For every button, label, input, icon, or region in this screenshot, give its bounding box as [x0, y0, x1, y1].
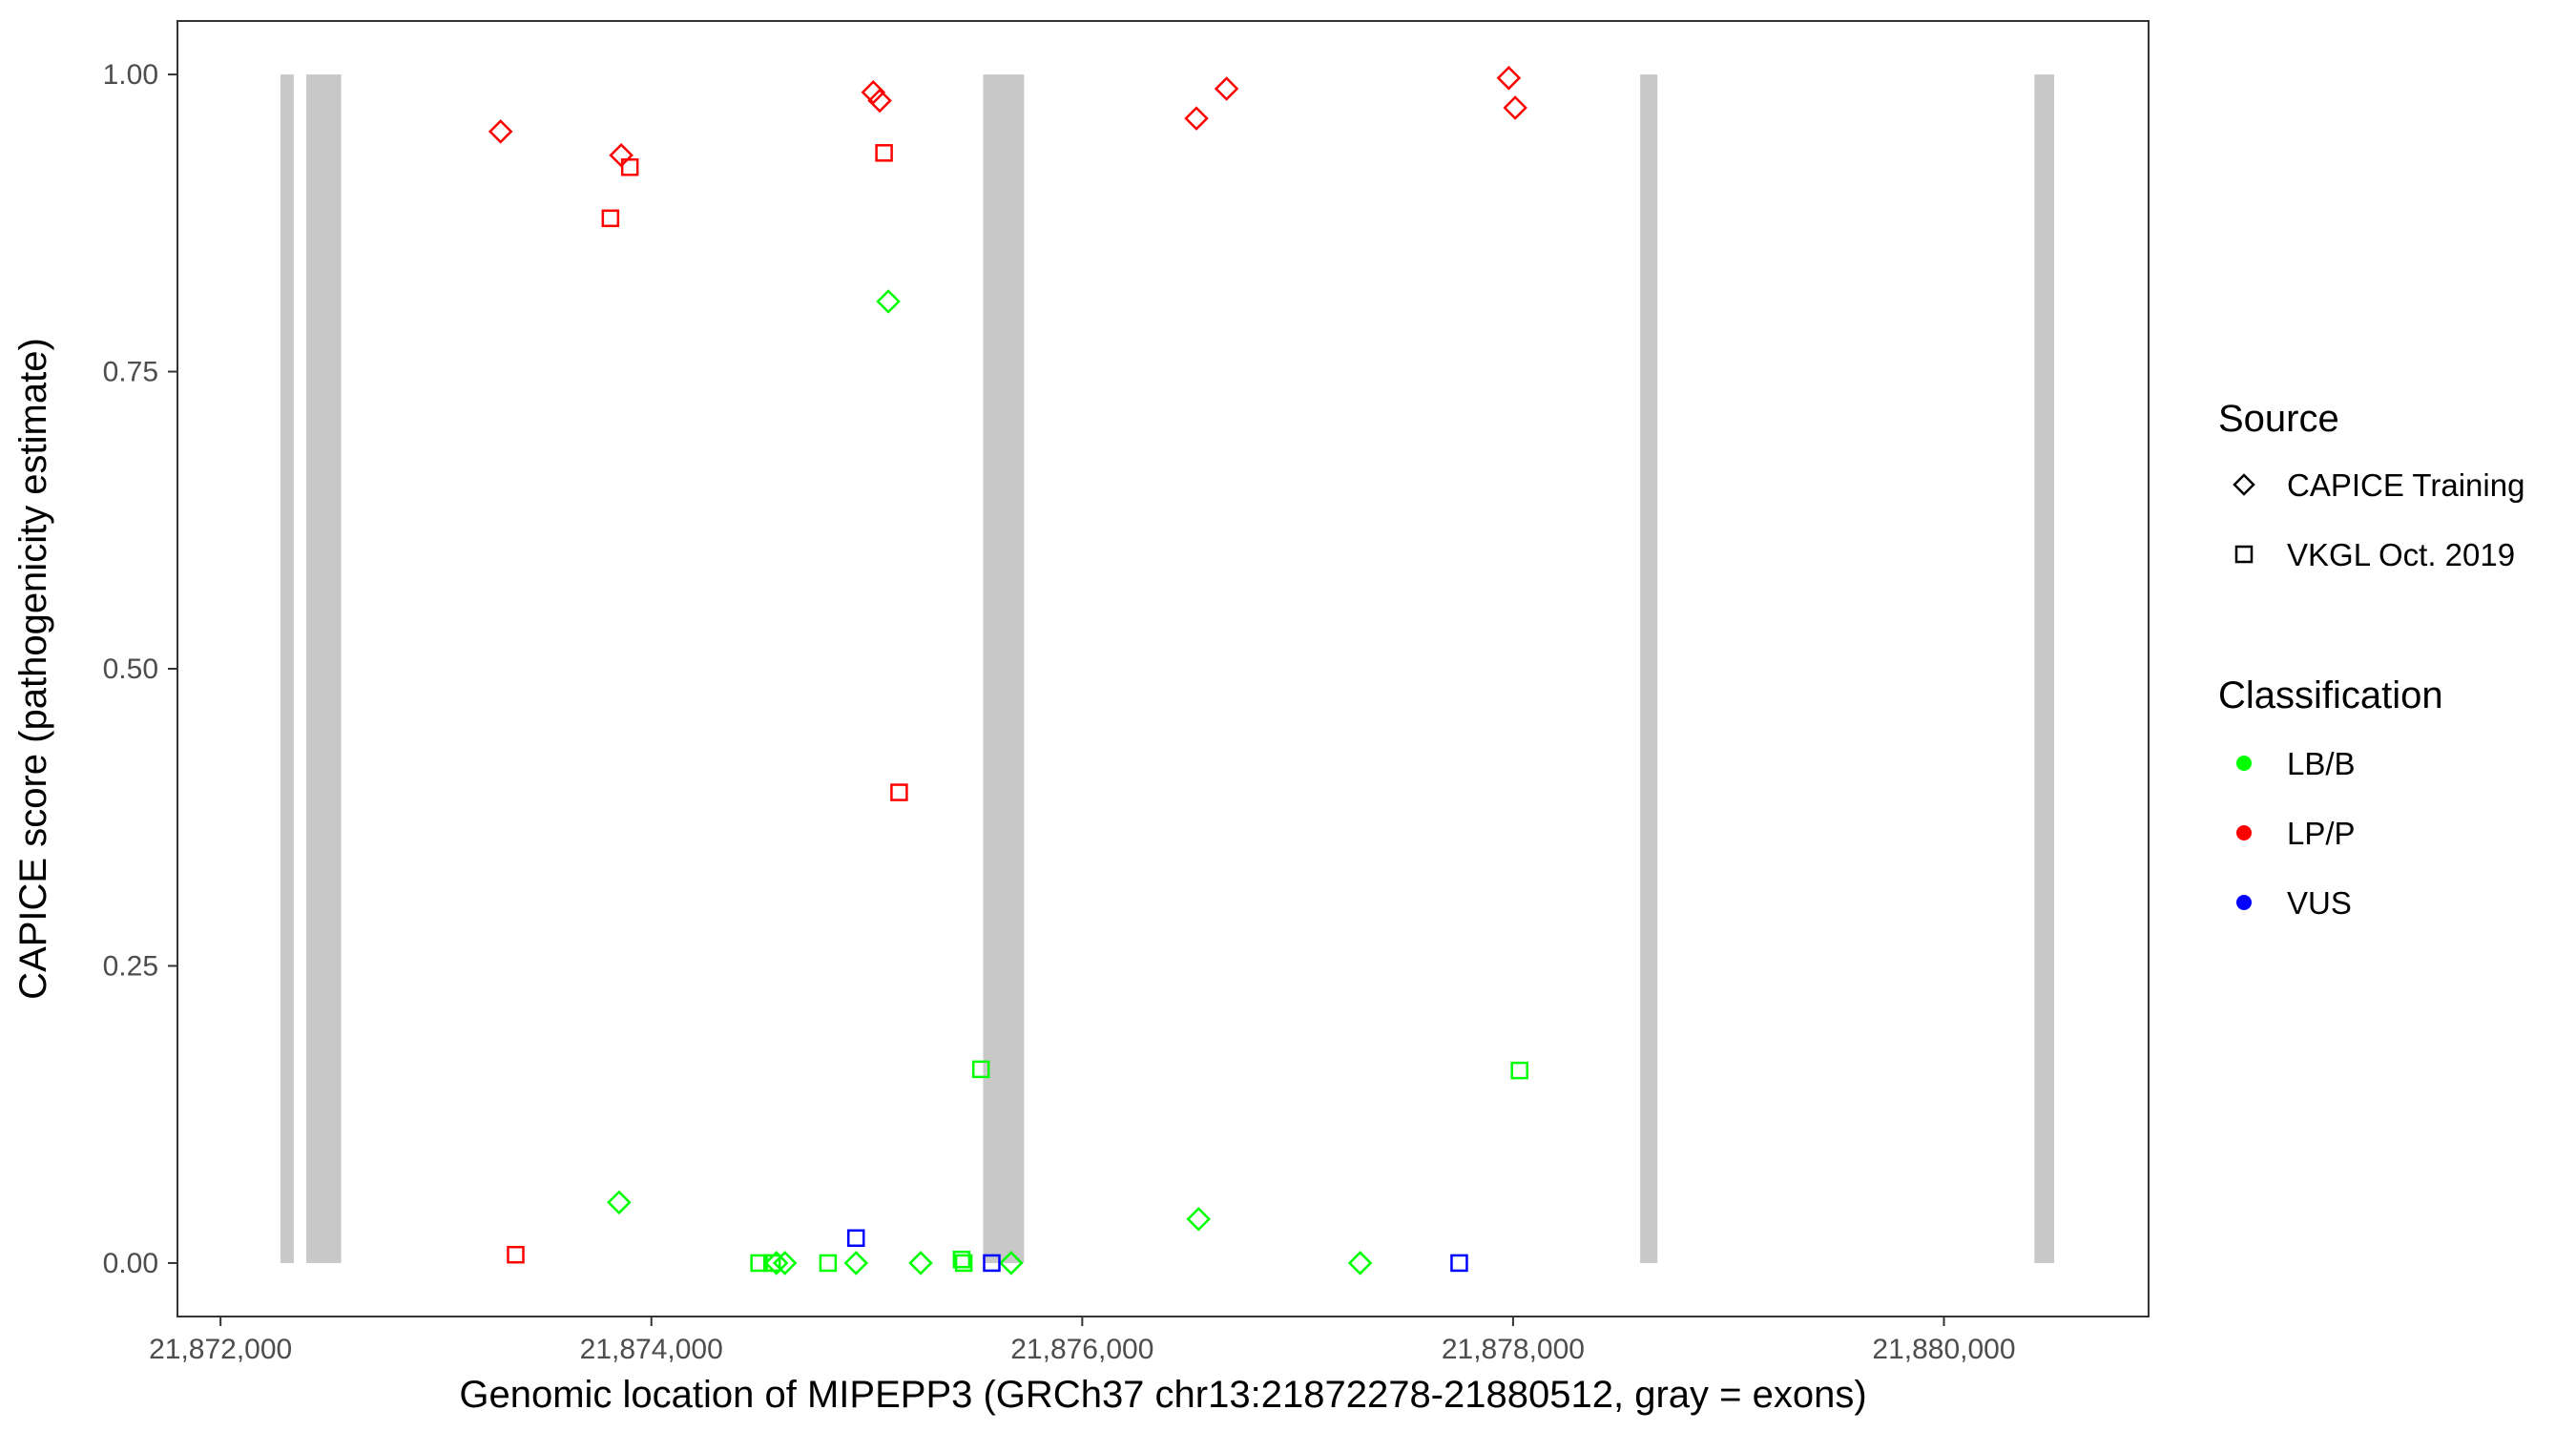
- data-point-square: [952, 1250, 971, 1269]
- exon-band: [280, 74, 294, 1263]
- exon-band: [983, 74, 1025, 1263]
- data-point-diamond: [1214, 76, 1239, 101]
- legend-key-dot: [2236, 756, 2252, 771]
- data-point-diamond: [867, 88, 892, 114]
- legend-classification-label: LP/P: [2287, 816, 2356, 851]
- data-point-square: [890, 783, 908, 801]
- data-point-diamond: [1347, 1251, 1373, 1275]
- x-tick-label: 21,880,000: [1872, 1334, 2015, 1365]
- data-point-square: [983, 1254, 1001, 1273]
- data-point-square: [601, 209, 620, 228]
- legend: Source Classification CAPICE Training VKG…: [2218, 398, 2524, 921]
- legend-classification-label: LB/B: [2287, 746, 2356, 781]
- axes: 21,872,000 21,874,000 21,876,000 21,878,000…: [103, 59, 2016, 1365]
- data-point-diamond: [1186, 1207, 1212, 1232]
- data-point-diamond: [999, 1251, 1024, 1275]
- data-point-square: [507, 1245, 525, 1264]
- data-point-diamond: [908, 1251, 933, 1275]
- data-point-square: [971, 1060, 990, 1079]
- data-point-diamond: [607, 1190, 632, 1215]
- legend-key-diamond: [2233, 473, 2255, 496]
- data-point-diamond: [1184, 106, 1209, 131]
- exon-band: [2034, 74, 2055, 1263]
- x-tick-label: 21,878,000: [1442, 1334, 1585, 1365]
- legend-source-label: CAPICE Training: [2287, 467, 2524, 503]
- data-point-diamond: [763, 1251, 789, 1275]
- data-point-square: [620, 157, 639, 176]
- x-tick-label: 21,872,000: [149, 1334, 292, 1365]
- data-point-diamond: [843, 1251, 869, 1275]
- data-point-square: [762, 1254, 781, 1273]
- x-tick-label: 21,874,000: [580, 1334, 723, 1365]
- exon-band: [306, 74, 342, 1263]
- data-point-square: [846, 1229, 865, 1248]
- legend-key-square: [2234, 545, 2254, 564]
- data-point-square: [750, 1254, 768, 1273]
- legend-source-title: Source: [2218, 398, 2339, 440]
- data-point-diamond: [876, 289, 901, 314]
- legend-key-dot: [2236, 825, 2252, 840]
- data-point-diamond: [772, 1251, 798, 1275]
- y-tick-label: 0.75: [103, 357, 158, 388]
- data-point-square: [1510, 1061, 1528, 1080]
- x-tick-label: 21,876,000: [1010, 1334, 1153, 1365]
- data-point-square: [875, 144, 893, 162]
- exon-bands: [280, 74, 2055, 1263]
- legend-key-dot: [2236, 895, 2252, 910]
- exon-band: [1640, 74, 1658, 1263]
- data-points: [488, 66, 1528, 1275]
- x-axis-title: Genomic location of MIPEPP3 (GRCh37 chr1…: [459, 1374, 1866, 1416]
- data-point-diamond: [1503, 95, 1527, 120]
- y-tick-label: 0.50: [103, 653, 158, 685]
- y-tick-label: 0.25: [103, 950, 158, 982]
- legend-classification-label: VUS: [2287, 885, 2352, 921]
- data-point-diamond: [861, 79, 886, 105]
- y-tick-label: 1.00: [103, 59, 158, 91]
- y-axis-title: CAPICE score (pathogenicity estimate): [12, 338, 54, 1000]
- legend-classification-title: Classification: [2218, 674, 2443, 716]
- data-point-square: [1450, 1254, 1468, 1273]
- data-point-diamond: [1496, 66, 1522, 91]
- data-point-square: [819, 1254, 838, 1273]
- legend-source-label: VKGL Oct. 2019: [2287, 537, 2515, 572]
- plot-panel-border: [177, 20, 2150, 1317]
- y-tick-label: 0.00: [103, 1248, 158, 1279]
- data-point-diamond: [488, 119, 513, 144]
- data-point-square: [954, 1254, 973, 1273]
